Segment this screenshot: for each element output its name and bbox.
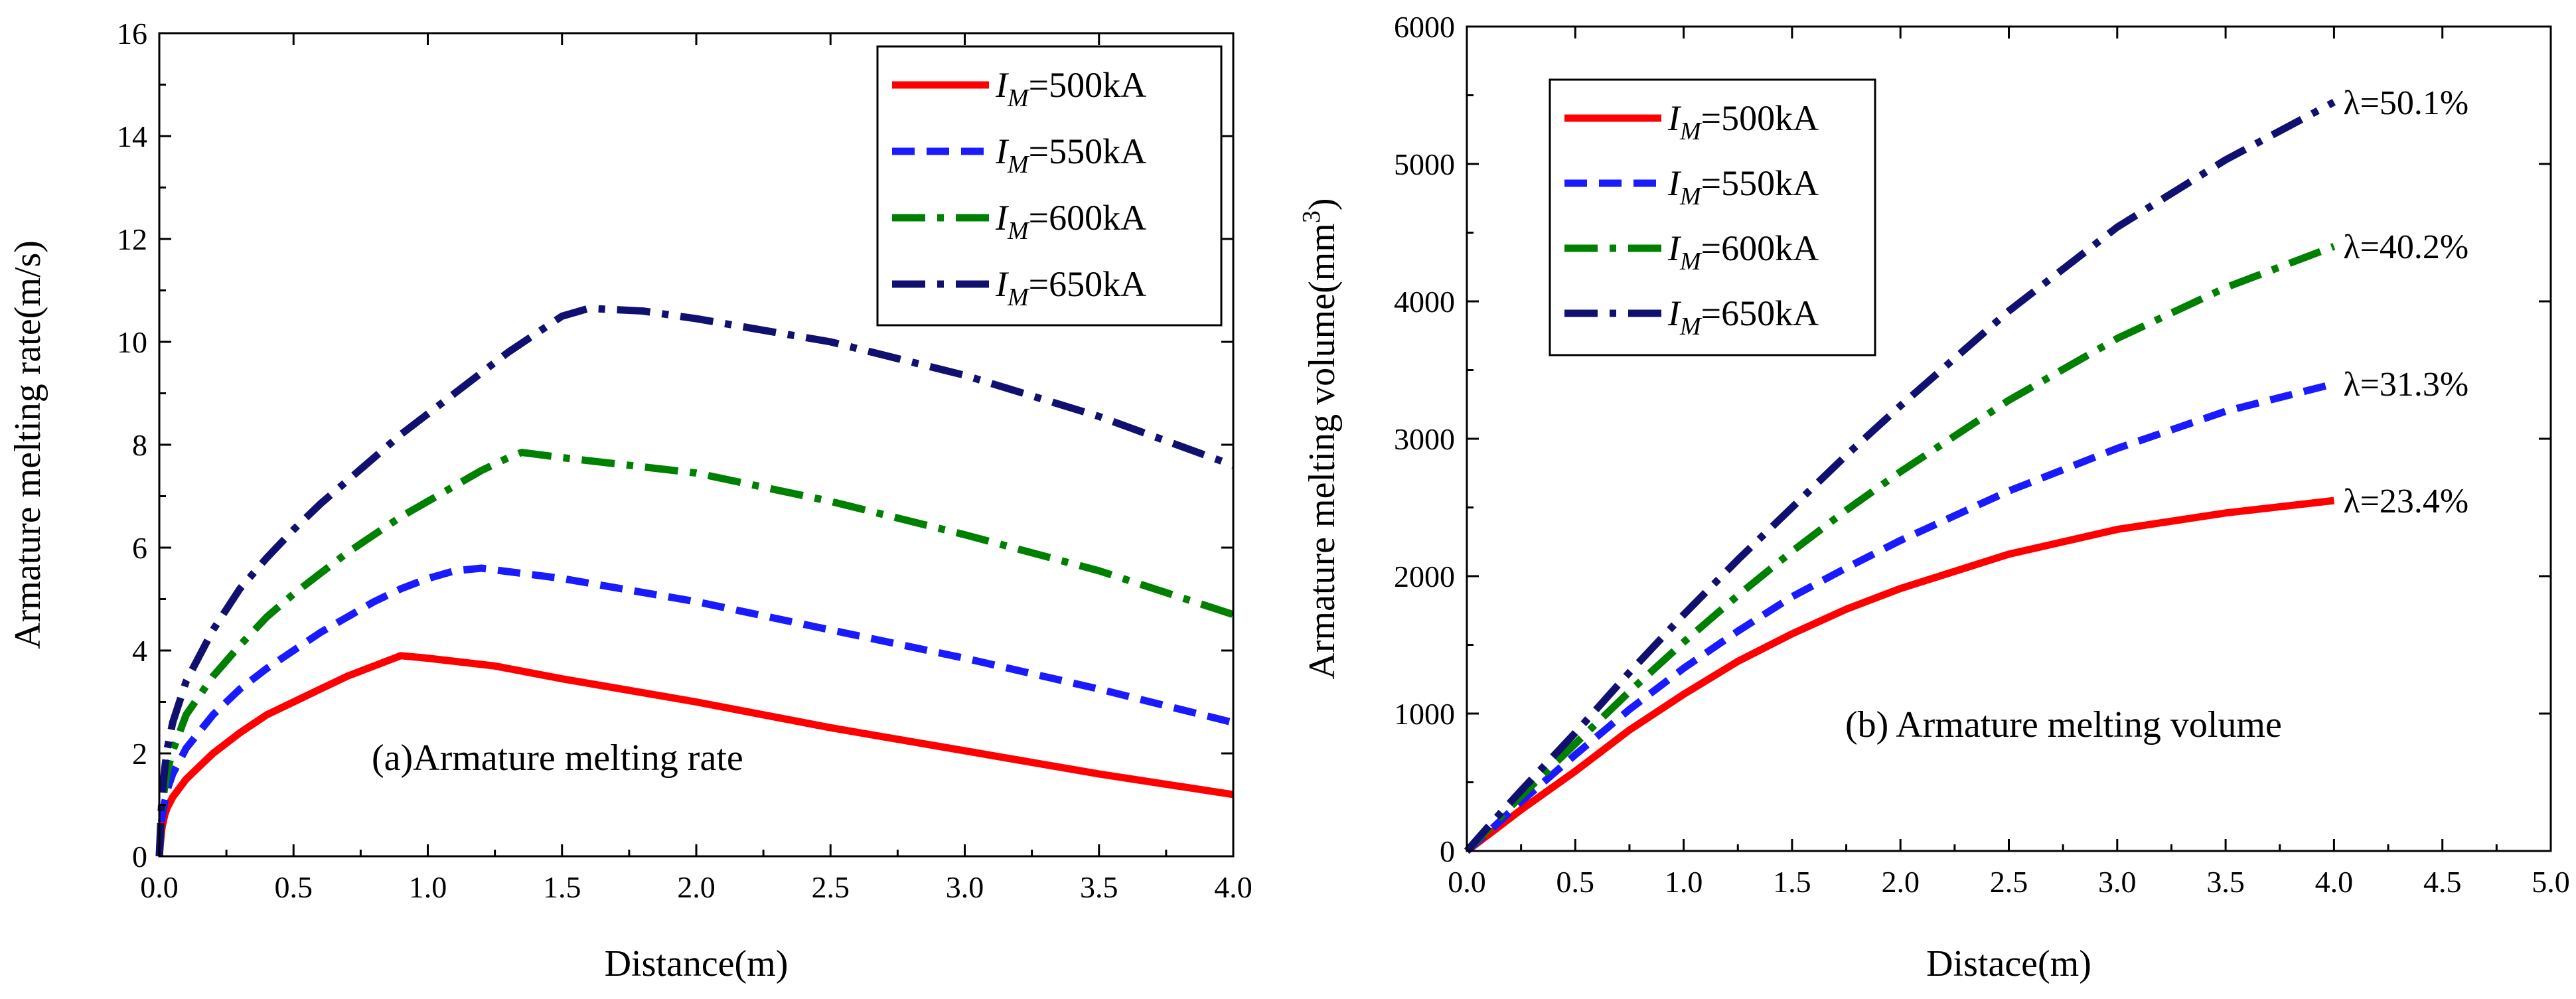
y-axis-title: Armature melting volume(mm3) bbox=[1298, 198, 1343, 679]
legend-label-rest: =600kA bbox=[1701, 228, 1819, 268]
x-tick-label: 4.5 bbox=[2423, 865, 2462, 899]
x-tick-label: 2.5 bbox=[1990, 865, 2028, 899]
y-tick-label: 0 bbox=[132, 840, 147, 874]
x-tick-label: 3.0 bbox=[2098, 865, 2137, 899]
y-tick-label: 8 bbox=[132, 428, 147, 462]
x-tick-label: 3.0 bbox=[946, 870, 984, 904]
y-axis-title-close: ) bbox=[1302, 198, 1343, 210]
x-tick-label: 1.0 bbox=[409, 870, 447, 904]
legend-label-rest: =650kA bbox=[1029, 264, 1146, 304]
legend-label-rest: =550kA bbox=[1029, 131, 1146, 171]
legend-label-main: I bbox=[995, 65, 1010, 105]
x-tick-label: 3.5 bbox=[2206, 865, 2245, 899]
end-label-3: λ=50.1% bbox=[2343, 84, 2468, 122]
x-tick-label: 1.5 bbox=[543, 870, 581, 904]
end-label-0: λ=23.4% bbox=[2343, 483, 2468, 520]
y-tick-label: 6 bbox=[132, 531, 147, 565]
x-tick-label: 4.0 bbox=[2315, 865, 2354, 899]
legend-label-sub: M bbox=[1007, 217, 1030, 245]
legend-label-rest: =500kA bbox=[1701, 98, 1819, 138]
series-line-2 bbox=[155, 449, 1235, 857]
y-tick-label: 3000 bbox=[1394, 422, 1455, 456]
y-tick-label: 1000 bbox=[1394, 697, 1455, 731]
legend-label-sub: M bbox=[1679, 313, 1703, 341]
x-tick-label: 0.5 bbox=[275, 870, 313, 904]
x-tick-label: 2.0 bbox=[1881, 865, 1920, 899]
y-axis-title-sup: 3 bbox=[1298, 210, 1326, 223]
y-axis-title-main: Armature melting volume(mm bbox=[1302, 223, 1343, 679]
x-tick-label: 1.0 bbox=[1665, 865, 1703, 899]
legend-label-3: IM=650kA bbox=[1667, 293, 1819, 341]
legend-box bbox=[876, 45, 1223, 327]
y-tick-label: 2000 bbox=[1394, 560, 1455, 593]
legend-label-1: IM=550kA bbox=[995, 131, 1146, 179]
end-label-1: λ=31.3% bbox=[2343, 366, 2468, 404]
legend-label-2: IM=600kA bbox=[1667, 228, 1819, 275]
legend-label-0: IM=500kA bbox=[995, 65, 1146, 112]
legend-label-0: IM=500kA bbox=[1667, 98, 1819, 145]
legend-label-sub: M bbox=[1679, 117, 1703, 145]
panel-annotation: (b) Armature melting volume bbox=[1845, 704, 2282, 745]
x-tick-label: 2.0 bbox=[677, 870, 716, 904]
series-line-0 bbox=[1464, 497, 2335, 854]
legend-label-main: I bbox=[995, 198, 1010, 238]
legend-label-3: IM=650kA bbox=[995, 264, 1146, 311]
series-line-1 bbox=[155, 564, 1235, 857]
legend-label-sub: M bbox=[1679, 248, 1703, 275]
legend-label-main: I bbox=[995, 131, 1010, 171]
y-tick-label: 0 bbox=[1440, 834, 1455, 868]
y-tick-label: 4000 bbox=[1394, 285, 1455, 319]
legend-label-1: IM=550kA bbox=[1667, 163, 1819, 210]
x-tick-label: 4.0 bbox=[1214, 870, 1252, 904]
legend-box bbox=[1549, 78, 1876, 356]
legend-label-sub: M bbox=[1007, 84, 1030, 112]
legend-label-sub: M bbox=[1007, 151, 1030, 179]
y-tick-label: 10 bbox=[117, 325, 147, 359]
y-tick-label: 4 bbox=[132, 634, 147, 668]
x-tick-label: 3.5 bbox=[1080, 870, 1118, 904]
legend-label-main: I bbox=[1667, 293, 1682, 333]
x-tick-label: 1.5 bbox=[1773, 865, 1811, 899]
legend-label-rest: =600kA bbox=[1029, 198, 1146, 238]
y-axis-title: Armature melting rate(m/s) bbox=[7, 240, 48, 649]
legend-label-main: I bbox=[1667, 163, 1682, 203]
y-tick-label: 14 bbox=[117, 119, 147, 153]
legend-label-sub: M bbox=[1679, 183, 1703, 210]
x-tick-label: 0.5 bbox=[1556, 865, 1595, 899]
x-axis-title: Distance(m) bbox=[605, 943, 789, 984]
legend-label-main: I bbox=[995, 264, 1010, 304]
y-tick-label: 6000 bbox=[1394, 10, 1455, 44]
y-tick-label: 16 bbox=[117, 17, 147, 50]
x-tick-label: 0.0 bbox=[1448, 865, 1486, 899]
y-axis-title-main: Armature melting rate(m/s) bbox=[7, 240, 48, 649]
panel-annotation: (a)Armature melting rate bbox=[372, 737, 743, 779]
y-tick-label: 2 bbox=[132, 737, 147, 771]
legend-label-2: IM=600kA bbox=[995, 198, 1146, 245]
legend-label-main: I bbox=[1667, 228, 1682, 268]
chart-melting-volume: λ=23.4% λ=31.3% λ=40.2% λ=50.1% 0.0 0.5 1.0 1.5… bbox=[1298, 10, 2570, 984]
legend-label-sub: M bbox=[1007, 283, 1030, 311]
x-tick-label: 2.5 bbox=[812, 870, 850, 904]
y-tick-label: 5000 bbox=[1394, 147, 1455, 181]
legend-label-rest: =500kA bbox=[1029, 65, 1146, 105]
legend-label-main: I bbox=[1667, 98, 1682, 138]
series-line-1 bbox=[1464, 380, 2335, 854]
series-line-3 bbox=[1464, 98, 2336, 854]
chart-melting-rate: 0.0 0.5 1.0 1.5 2.0 2.5 3.0 3.5 4.0 0 2 4 6 8 10 12 14 16… bbox=[7, 17, 1252, 984]
legend-label-rest: =550kA bbox=[1701, 163, 1819, 203]
y-tick-label: 12 bbox=[117, 222, 147, 256]
legend-label-rest: =650kA bbox=[1701, 293, 1819, 333]
x-axis-title: Distace(m) bbox=[1926, 943, 2091, 984]
x-tick-label: 0.0 bbox=[140, 870, 179, 904]
series-line-2 bbox=[1464, 243, 2336, 854]
end-label-2: λ=40.2% bbox=[2343, 228, 2468, 266]
x-tick-label: 5.0 bbox=[2532, 865, 2570, 899]
